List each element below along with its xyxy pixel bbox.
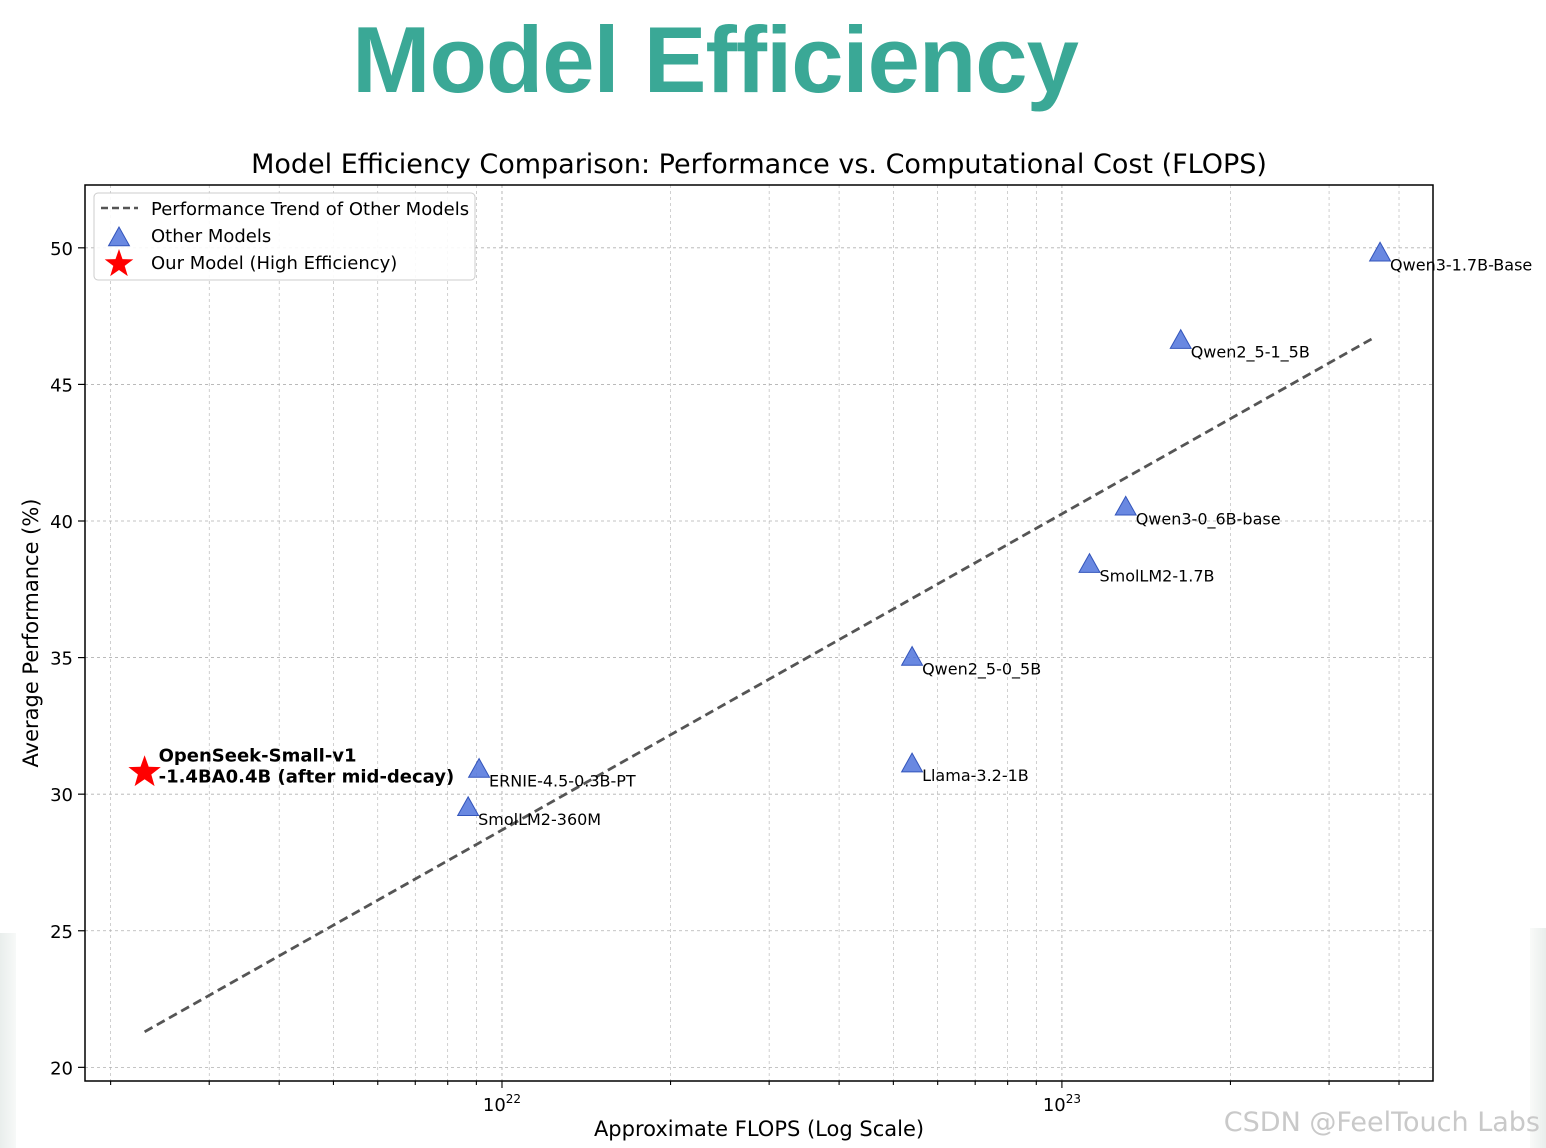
triangle-marker — [1169, 328, 1193, 349]
triangle-marker — [456, 795, 480, 817]
point-label: SmolLM2-1.7B — [1099, 567, 1214, 586]
y-tick-label: 20 — [50, 1058, 73, 1079]
triangle-marker — [1114, 495, 1138, 516]
watermark: CSDN @FeelTouch Labs — [1223, 1107, 1540, 1138]
grid-lines — [85, 185, 1433, 1081]
point-labels: Qwen3-1.7B-Base Qwen2_5-1_5B Qwen3-0_6B-ba… — [159, 255, 1533, 829]
legend-box — [93, 192, 476, 281]
axis-ticks: 20 25 30 35 40 45 50 1022 1023 — [50, 239, 1400, 1116]
y-tick-label: 30 — [50, 785, 73, 806]
y-tick-label: 25 — [50, 922, 73, 943]
y-axis-label: Average Performance (%) — [19, 498, 43, 767]
y-tick-label: 35 — [50, 649, 73, 670]
trend-line-layer — [143, 336, 1375, 1034]
point-label: Qwen2_5-0_5B — [922, 660, 1041, 680]
point-label: Llama-3.2-1B — [922, 766, 1029, 785]
triangle-marker — [900, 645, 924, 666]
point-label: Qwen3-0_6B-base — [1136, 509, 1281, 529]
x-axis-label: Approximate FLOPS (Log Scale) — [594, 1117, 924, 1141]
legend-label-trend: Performance Trend of Other Models — [151, 199, 469, 220]
legend-triangle-swatch — [107, 225, 131, 247]
right-edge-decoration — [1530, 928, 1546, 1148]
slide-title: Model Efficiency — [352, 7, 1079, 112]
point-label: ERNIE-4.5-0.3B-PT — [489, 772, 636, 791]
highlight-label-line: OpenSeek-Small-v1 — [159, 745, 357, 766]
x-tick-label: 1022 — [483, 1092, 521, 1116]
legend-label-other: Other Models — [151, 226, 271, 247]
y-tick-label: 40 — [50, 512, 73, 533]
highlight-label-line: -1.4BA0.4B (after mid-decay) — [159, 766, 455, 787]
legend-star-swatch — [104, 249, 134, 277]
legend: Performance Trend of Other Models Other … — [93, 192, 476, 281]
point-label: Qwen2_5-1_5B — [1191, 343, 1310, 363]
triangle-marker — [1368, 241, 1392, 262]
point-label: Qwen3-1.7B-Base — [1390, 255, 1532, 274]
y-tick-label: 50 — [50, 239, 73, 260]
star-marker — [128, 755, 161, 787]
triangle-marker — [467, 757, 491, 778]
data-markers — [128, 241, 1392, 817]
x-tick-label: 1023 — [1043, 1092, 1081, 1116]
left-edge-decoration — [0, 933, 16, 1148]
y-tick-label: 45 — [50, 375, 73, 396]
trend-line — [143, 336, 1375, 1034]
point-label: SmolLM2-360M — [478, 810, 601, 829]
triangle-marker — [900, 752, 924, 773]
triangle-marker — [1078, 552, 1101, 573]
legend-label-ours: Our Model (High Efficiency) — [151, 253, 397, 274]
plot-frame — [84, 184, 1434, 1082]
chart-title: Model Efficiency Comparison: Performance… — [251, 149, 1267, 180]
